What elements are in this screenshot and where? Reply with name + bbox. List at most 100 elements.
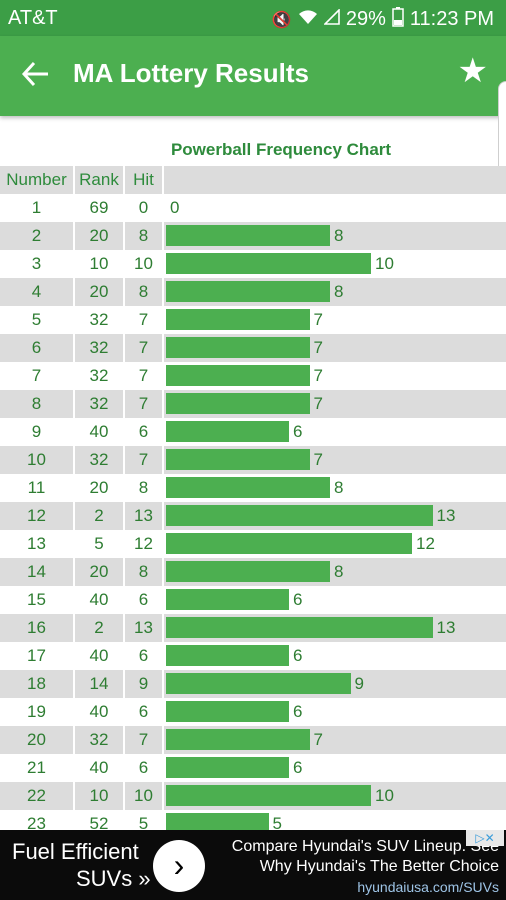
row-number: 18 <box>27 674 46 693</box>
row-number: 19 <box>27 702 46 721</box>
header-rank: Rank <box>79 170 119 189</box>
table-row: 12 2 13 13 <box>0 502 506 530</box>
frequency-bar <box>166 281 330 302</box>
row-number: 12 <box>27 506 46 525</box>
bar-value-label: 8 <box>334 562 344 581</box>
row-hit: 8 <box>138 562 149 581</box>
frequency-bar <box>166 253 371 274</box>
page-title: MA Lottery Results <box>73 58 309 88</box>
frequency-bar <box>166 617 433 638</box>
row-hit: 5 <box>138 814 149 830</box>
row-number: 8 <box>31 394 42 413</box>
bar-value-label: 12 <box>416 534 435 553</box>
frequency-bar <box>166 589 289 610</box>
row-rank: 32 <box>89 366 109 385</box>
clock: 11:23 PM <box>409 8 494 30</box>
table-row: 23 52 5 5 <box>0 810 506 830</box>
row-rank: 20 <box>89 478 109 497</box>
bar-value-label: 5 <box>272 814 282 830</box>
row-number: 15 <box>27 590 46 609</box>
bar-value-label: 7 <box>313 730 323 749</box>
row-hit: 9 <box>138 674 149 693</box>
bar-value-label: 6 <box>293 758 303 777</box>
bar-value-label: 10 <box>375 786 394 805</box>
bar-value-label: 10 <box>375 254 394 273</box>
app-bar: MA Lottery Results ★ <box>0 36 506 191</box>
row-hit: 6 <box>138 702 149 721</box>
row-number: 14 <box>27 562 46 581</box>
frequency-bar <box>166 225 330 246</box>
row-rank: 5 <box>94 534 104 553</box>
adchoices-icon[interactable]: ▷✕ <box>466 830 504 846</box>
row-rank: 32 <box>89 310 109 329</box>
bar-value-label: 7 <box>313 310 323 329</box>
table-row: 11 20 8 8 <box>0 474 506 502</box>
ad-headline-line-1: Fuel Efficient <box>12 839 139 864</box>
row-number: 17 <box>27 646 46 665</box>
ad-copy-line-2: Why Hyundai's The Better Choice <box>259 858 499 875</box>
row-rank: 40 <box>89 702 109 721</box>
bar-value-label: 7 <box>313 338 323 357</box>
signal-icon <box>322 8 340 30</box>
row-number: 11 <box>27 478 46 497</box>
row-rank: 32 <box>89 394 109 413</box>
row-number: 4 <box>31 282 42 301</box>
frequency-bar <box>166 421 289 442</box>
table-row: 4 20 8 8 <box>0 278 506 306</box>
table-row: 15 40 6 6 <box>0 586 506 614</box>
table-row: 17 40 6 6 <box>0 642 506 670</box>
ad-banner[interactable]: Fuel Efficient SUVs » › Compare Hyundai'… <box>0 830 506 900</box>
ad-copy[interactable]: Compare Hyundai's SUV Lineup. See Why Hy… <box>232 837 499 897</box>
row-hit: 13 <box>134 618 153 637</box>
table-row: 7 32 7 7 <box>0 362 506 390</box>
bar-value-label: 0 <box>170 198 180 217</box>
bar-value-label: 7 <box>313 394 323 413</box>
back-arrow-icon[interactable] <box>18 54 54 94</box>
table-row: 14 20 8 8 <box>0 558 506 586</box>
table-row: 21 40 6 6 <box>0 754 506 782</box>
row-hit: 12 <box>134 534 153 553</box>
main-content: Powerball Frequency Chart Number Rank Hi… <box>0 116 506 830</box>
row-number: 3 <box>31 254 42 273</box>
row-rank: 32 <box>89 338 109 357</box>
wifi-icon <box>298 9 318 30</box>
row-hit: 6 <box>138 646 149 665</box>
frequency-bar <box>166 477 330 498</box>
table-row: 19 40 6 6 <box>0 698 506 726</box>
frequency-bar <box>166 729 310 750</box>
table-row: 3 10 10 10 <box>0 250 506 278</box>
row-rank: 14 <box>89 674 109 693</box>
bar-value-label: 13 <box>436 506 456 525</box>
table-row: 1 69 0 0 <box>0 194 506 222</box>
row-rank: 2 <box>94 618 104 637</box>
row-rank: 32 <box>89 450 109 469</box>
row-rank: 40 <box>89 646 109 665</box>
frequency-bar <box>166 505 433 526</box>
row-number: 22 <box>27 786 46 805</box>
ad-arrow-button[interactable]: › <box>153 840 205 892</box>
favorite-star-icon[interactable]: ★ <box>457 52 488 90</box>
ad-headline[interactable]: Fuel Efficient SUVs » <box>12 838 151 892</box>
row-hit: 8 <box>138 478 149 497</box>
bar-value-label: 8 <box>334 478 344 497</box>
row-rank: 69 <box>89 198 109 217</box>
row-hit: 7 <box>138 450 149 469</box>
row-number: 5 <box>31 310 42 329</box>
row-number: 2 <box>31 226 42 245</box>
row-hit: 13 <box>134 506 153 525</box>
row-hit: 7 <box>138 394 149 413</box>
row-number: 9 <box>31 422 42 441</box>
row-number: 23 <box>27 814 46 830</box>
ad-headline-line-2: SUVs » <box>76 866 151 891</box>
row-hit: 10 <box>134 254 153 273</box>
bar-value-label: 7 <box>313 450 323 469</box>
frequency-bar <box>166 757 289 778</box>
row-rank: 40 <box>89 758 109 777</box>
row-rank: 20 <box>89 282 109 301</box>
bar-value-label: 8 <box>334 226 344 245</box>
frequency-bar <box>166 561 330 582</box>
bar-value-label: 6 <box>293 422 303 441</box>
frequency-bar <box>166 393 310 414</box>
row-number: 7 <box>31 366 42 385</box>
table-header-row: Number Rank Hit <box>0 166 506 194</box>
